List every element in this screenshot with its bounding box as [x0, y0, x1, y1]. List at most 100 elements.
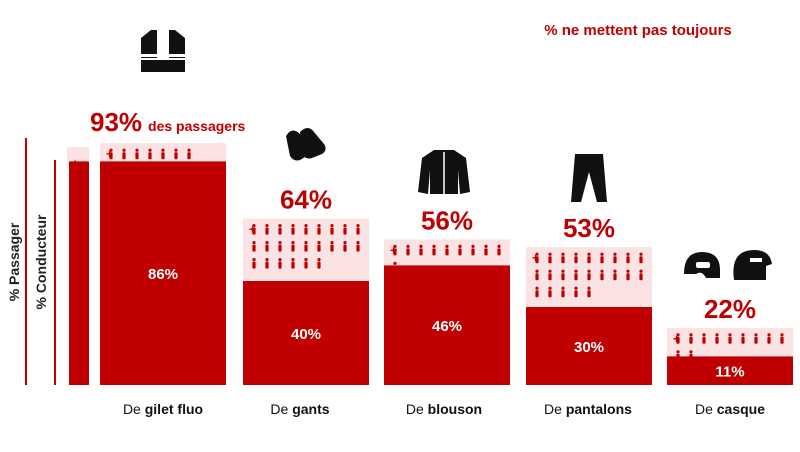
person-icon-body	[548, 290, 552, 298]
person-icon-head	[304, 241, 308, 245]
person-icon-body	[548, 273, 552, 281]
person-icon-body	[122, 152, 126, 160]
person-icon-head	[356, 241, 360, 245]
bar-driver	[100, 161, 226, 385]
person-icon-body	[484, 248, 488, 256]
person-icon-head	[343, 224, 347, 228]
person-icon-head	[561, 269, 565, 273]
person-icon-head	[535, 286, 539, 290]
category-label: De pantalons	[544, 401, 632, 417]
category-name: gilet fluo	[145, 401, 203, 417]
vest-bottom	[141, 60, 185, 72]
person-icon-head	[561, 252, 565, 256]
person-icon-body	[587, 256, 591, 264]
person-icon-head	[265, 224, 269, 228]
person-icon-body	[626, 273, 630, 281]
person-icon-body	[728, 336, 732, 344]
category-prefix: De	[270, 401, 292, 417]
person-icon-body	[330, 244, 334, 252]
person-icon-body	[304, 261, 308, 269]
person-icon-head	[548, 252, 552, 256]
category-name: blouson	[428, 401, 482, 417]
person-icon-body	[135, 152, 139, 160]
person-icon-head	[639, 269, 643, 273]
person-icon-body	[187, 152, 191, 160]
person-icon-head	[728, 333, 732, 337]
plus-sign: +	[249, 223, 256, 237]
person-icon-body	[676, 336, 680, 344]
person-icon-head	[252, 241, 256, 245]
driver-value-label: 46%	[432, 318, 462, 335]
person-icon-body	[561, 273, 565, 281]
person-icon-body	[754, 336, 758, 344]
person-icon-body	[174, 152, 178, 160]
person-icon-head	[587, 269, 591, 273]
category-label: De casque	[695, 401, 765, 417]
person-icon-head	[561, 286, 565, 290]
person-icon-body	[406, 248, 410, 256]
person-icon-head	[135, 148, 139, 152]
person-icon-head	[574, 252, 578, 256]
person-icon-head	[587, 252, 591, 256]
person-icon-body	[587, 290, 591, 298]
bar-group-gants: +40% 64% De gants	[243, 185, 369, 417]
person-icon-body	[741, 336, 745, 344]
person-icon-head	[613, 269, 617, 273]
category-label: De blouson	[406, 401, 482, 417]
category-prefix: De	[123, 401, 145, 417]
person-icon-body	[702, 336, 706, 344]
person-icon-head	[291, 241, 295, 245]
person-icon-body	[613, 256, 617, 264]
person-icon-body	[356, 227, 360, 235]
person-icon-head	[754, 333, 758, 337]
person-icon-head	[702, 333, 706, 337]
person-icon-body	[304, 244, 308, 252]
person-icon-head	[109, 148, 113, 152]
person-icon-head	[317, 241, 321, 245]
helmet-open	[733, 250, 772, 280]
person-icon-body	[715, 336, 719, 344]
driver-value-label: 11%	[715, 364, 744, 381]
person-icon-body	[252, 261, 256, 269]
category-name: pantalons	[566, 401, 632, 417]
person-icon-head	[330, 224, 334, 228]
person-icon-head	[458, 244, 462, 248]
person-icon-body	[304, 227, 308, 235]
chart-subtitle: % ne mettent pas toujours	[544, 22, 732, 39]
helmet-icon	[684, 250, 772, 280]
person-icon-head	[548, 286, 552, 290]
person-icon-head	[639, 252, 643, 256]
passenger-value-label: 22%	[704, 294, 756, 324]
helmet-open-strap	[750, 258, 762, 262]
person-icon-body	[676, 353, 680, 361]
person-icon-body	[587, 273, 591, 281]
person-icon-body	[561, 256, 565, 264]
person-icon-head	[252, 258, 256, 262]
person-icon-body	[689, 353, 693, 361]
person-icon-head	[406, 244, 410, 248]
person-icon-body	[265, 244, 269, 252]
person-icon-head	[741, 333, 745, 337]
person-icon-body	[109, 152, 113, 160]
person-icon-body	[574, 290, 578, 298]
person-icon-head	[148, 148, 152, 152]
person-icon-head	[304, 258, 308, 262]
legend-driver-swatch	[69, 161, 89, 385]
category-prefix: De	[695, 401, 717, 417]
person-icon-head	[291, 224, 295, 228]
person-icon-body	[278, 261, 282, 269]
person-icon-head	[574, 269, 578, 273]
person-icon-head	[780, 333, 784, 337]
person-icon-head	[278, 258, 282, 262]
vest-stripe	[141, 54, 185, 57]
bar-group-casque: +11% 22% De casque	[667, 294, 793, 417]
person-icon-body	[317, 244, 321, 252]
person-icon-body	[626, 256, 630, 264]
helmet-visor	[696, 262, 710, 268]
person-icon-body	[252, 244, 256, 252]
person-icon-head	[393, 261, 397, 265]
passenger-value-label: 56%	[421, 205, 473, 235]
person-icon-head	[252, 224, 256, 228]
bar-driver	[526, 307, 652, 385]
